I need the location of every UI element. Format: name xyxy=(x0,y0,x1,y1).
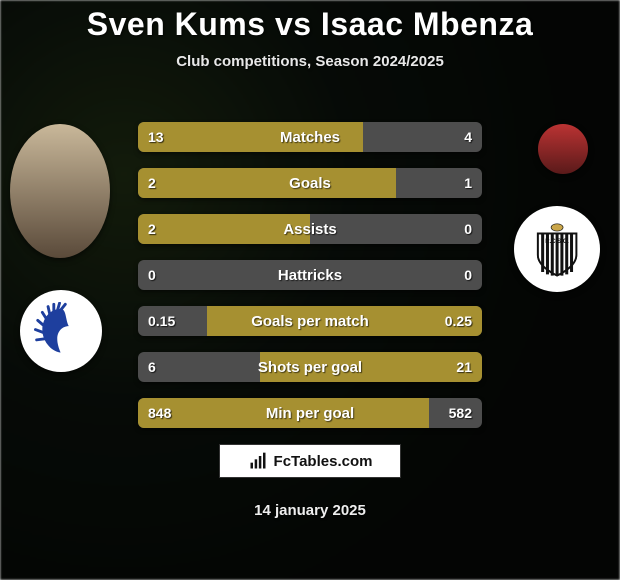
subtitle: Club competitions, Season 2024/2025 xyxy=(0,53,620,70)
headdress-icon xyxy=(32,302,89,359)
chart-icon xyxy=(248,451,268,471)
stat-row: 848582Min per goal xyxy=(138,398,482,428)
stat-label: Hattricks xyxy=(138,260,482,290)
player-right-avatar xyxy=(538,124,588,174)
stat-row: 134Matches xyxy=(138,122,482,152)
stat-row: 20Assists xyxy=(138,214,482,244)
brand-label: FcTables.com xyxy=(274,453,373,470)
brand-badge[interactable]: FcTables.com xyxy=(219,444,401,478)
stat-label: Shots per goal xyxy=(138,352,482,382)
footer-date: 14 january 2025 xyxy=(0,502,620,519)
club-right-logo: R.C.S.C. xyxy=(514,206,600,292)
zebra-shield-icon: R.C.S.C. xyxy=(527,219,587,279)
player-left-avatar xyxy=(10,124,110,258)
stats-rows: 134Matches 21Goals 20Assists 00Hattricks 0.1… xyxy=(138,122,482,444)
stat-label: Matches xyxy=(138,122,482,152)
stat-row: 0.150.25Goals per match xyxy=(138,306,482,336)
stat-label: Assists xyxy=(138,214,482,244)
stat-row: 00Hattricks xyxy=(138,260,482,290)
stat-label: Goals xyxy=(138,168,482,198)
club-left-logo xyxy=(20,290,102,372)
svg-text:R.C.S.C.: R.C.S.C. xyxy=(545,239,569,245)
stat-label: Goals per match xyxy=(138,306,482,336)
stat-label: Min per goal xyxy=(138,398,482,428)
stat-row: 21Goals xyxy=(138,168,482,198)
content-wrapper: Sven Kums vs Isaac Mbenza Club competiti… xyxy=(0,0,620,580)
page-title: Sven Kums vs Isaac Mbenza xyxy=(0,6,620,43)
stat-row: 621Shots per goal xyxy=(138,352,482,382)
